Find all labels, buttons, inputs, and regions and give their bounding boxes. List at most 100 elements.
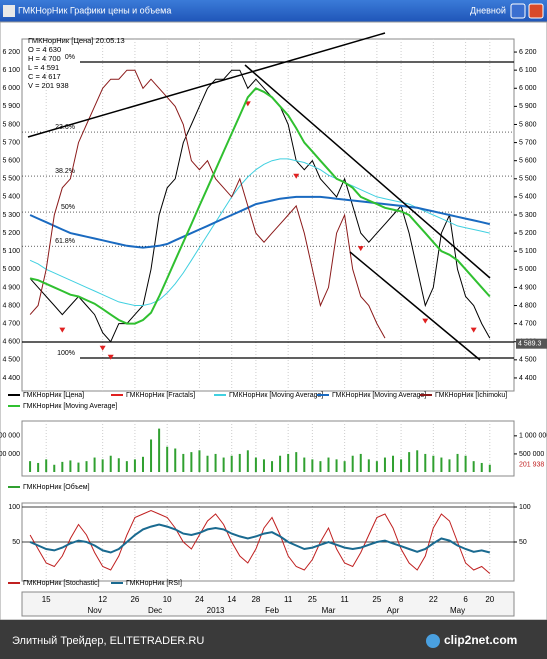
legend-label: ГМКНорНик [Moving Average] — [229, 392, 323, 399]
volume-bar — [287, 453, 290, 472]
x-tick-label: 6 — [463, 595, 468, 604]
y-tick-label-right: 500 000 — [519, 451, 544, 458]
volume-bar — [85, 461, 88, 472]
y-tick-label-right: 5 800 — [519, 121, 537, 128]
panel-frame — [21, 420, 515, 477]
title-bar — [0, 0, 547, 22]
y-tick-label: 5 600 — [2, 158, 20, 165]
volume-bar — [464, 455, 467, 472]
volume-bar — [246, 450, 249, 472]
y-tick-label: 4 400 — [2, 375, 20, 382]
series-line — [29, 523, 491, 554]
y-tick-label: 100 — [8, 504, 20, 511]
volume-bar — [408, 452, 411, 472]
volume-bar — [222, 457, 225, 472]
x-tick-label: 11 — [340, 595, 349, 604]
y-tick-label-right: 4 500 — [519, 357, 537, 364]
volume-bar — [303, 457, 306, 472]
y-tick-label-right: 5 600 — [519, 158, 537, 165]
volume-bar — [206, 455, 209, 472]
fractal-marker — [293, 173, 300, 179]
volume-bar — [400, 459, 403, 472]
volume-bar — [432, 455, 435, 472]
volume-bar — [279, 455, 282, 472]
legend-label: ГМКНорНик [Объем] — [23, 483, 90, 491]
volume-bar — [271, 461, 274, 472]
volume-bar — [29, 461, 32, 472]
volume-bar — [262, 459, 265, 472]
footer-brand[interactable]: clip2net.com — [444, 633, 517, 647]
fractal-marker — [59, 327, 66, 333]
y-tick-label-right: 5 100 — [519, 248, 537, 255]
x-tick-label: 26 — [130, 595, 139, 604]
price-marker — [516, 338, 547, 349]
volume-bar — [335, 459, 338, 472]
chart-area — [0, 21, 547, 621]
y-tick-label: 5 000 — [2, 266, 20, 273]
app-icon — [3, 5, 15, 17]
legend-label: ГМКНорНик [RSI] — [126, 580, 182, 587]
y-tick-label: 6 100 — [2, 67, 20, 74]
volume-bar — [61, 461, 64, 472]
info-line: ГМКНорНик [Цена] 20.05.13 — [28, 36, 125, 45]
volume-bar — [440, 457, 443, 472]
legend-label: ГМКНорНик [Fractals] — [126, 392, 195, 399]
volume-bar — [392, 455, 395, 472]
x-tick-label: 20 — [485, 595, 494, 604]
y-tick-label-right: 100 — [519, 504, 531, 511]
volume-bar — [166, 446, 169, 472]
period[interactable]: Дневной — [470, 5, 506, 15]
y-tick-label: 4 600 — [2, 339, 20, 346]
y-tick-label-right: 5 300 — [519, 212, 537, 219]
volume-bar — [117, 458, 120, 472]
y-tick-label: 6 000 — [2, 85, 20, 92]
y-tick-label: 5 300 — [2, 212, 20, 219]
x-tick-label: 22 — [429, 595, 438, 604]
y-tick-label: 5 900 — [2, 103, 20, 110]
volume-bar — [93, 457, 96, 472]
y-tick-label: 5 500 — [2, 176, 20, 183]
info-line: H = 4 700 — [28, 54, 61, 63]
volume-bar — [45, 459, 48, 472]
price-label: 4 589.3 — [518, 341, 541, 348]
volume-bar — [488, 464, 491, 472]
volume-bar — [109, 455, 112, 472]
volume-bar — [69, 460, 72, 472]
y-tick-label: 4 900 — [2, 284, 20, 291]
volume-bar — [77, 462, 80, 472]
volume-bar — [448, 459, 451, 472]
fib-label: 50% — [61, 204, 75, 211]
fib-label: 61.8% — [55, 238, 75, 245]
last-value-label: 201 938 — [519, 462, 544, 469]
close-button[interactable] — [528, 3, 544, 19]
month-label: 2013 — [207, 606, 225, 615]
fib-label: 38.2% — [55, 168, 75, 175]
y-tick-label-right: 5 200 — [519, 230, 537, 237]
month-label: Apr — [387, 606, 400, 615]
x-tick-label: 28 — [251, 595, 260, 604]
volume-bar — [141, 456, 144, 472]
x-tick-label: 15 — [42, 595, 51, 604]
volume-bar — [480, 462, 483, 472]
x-axis — [21, 591, 515, 617]
y-tick-label: 500 000 — [0, 451, 20, 458]
y-tick-label-right: 6 000 — [519, 85, 537, 92]
month-label: Feb — [265, 606, 279, 615]
info-line: O = 4 630 — [28, 45, 61, 54]
y-tick-label-right: 50 — [519, 539, 527, 546]
volume-bar — [375, 461, 378, 472]
y-tick-label-right: 5 000 — [519, 266, 537, 273]
volume-bar — [150, 439, 153, 472]
y-tick-label: 50 — [12, 539, 20, 546]
volume-bar — [456, 453, 459, 472]
minimize-button[interactable] — [510, 3, 526, 19]
y-tick-label-right: 1 000 000 — [519, 433, 547, 440]
series-line — [29, 87, 491, 325]
volume-bar — [158, 428, 161, 472]
y-tick-label: 6 200 — [2, 49, 20, 56]
x-tick-label: 14 — [227, 595, 236, 604]
volume-bar — [343, 461, 346, 472]
legend-label: ГМКНорНик [Moving Average] — [23, 403, 117, 410]
x-tick-label: 25 — [372, 595, 381, 604]
fractal-marker — [99, 345, 106, 351]
